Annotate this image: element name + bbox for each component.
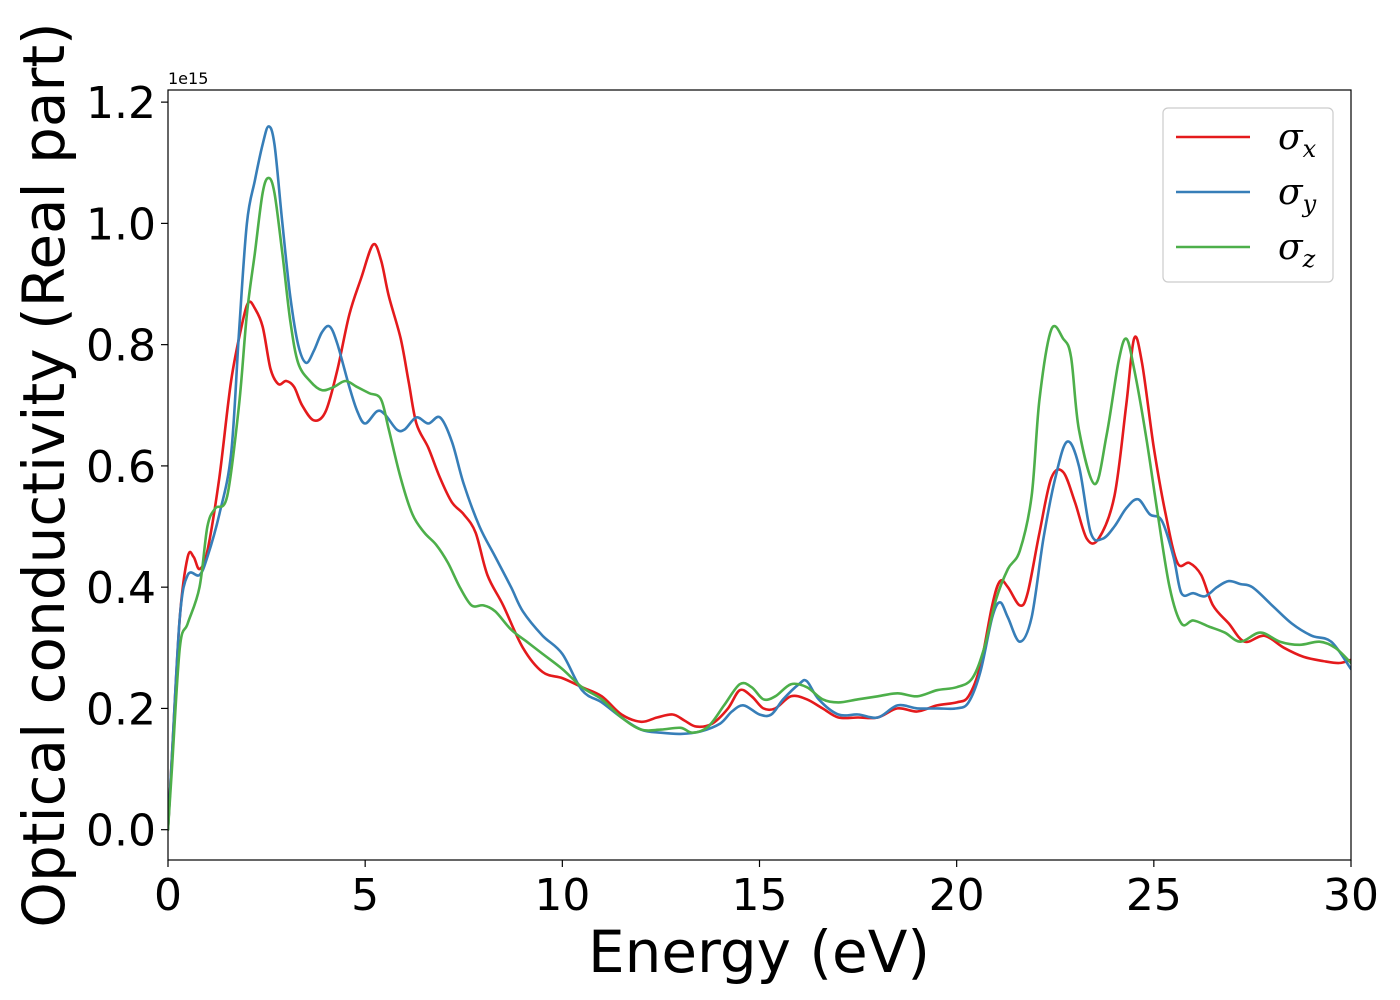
y-tick-label: 1.0 <box>86 199 156 250</box>
x-tick-label: 10 <box>534 870 590 921</box>
legend: σx σy σz <box>1162 107 1334 283</box>
x-tick-label: 25 <box>1126 870 1182 921</box>
series-line-z <box>168 176 1351 831</box>
x-axis-title: Energy (eV) <box>588 918 930 986</box>
y-offset-label: 1e15 <box>168 69 208 88</box>
x-axis: 0 5 10 15 20 25 30 <box>154 860 1379 921</box>
y-axis-title: Optical conductivity (Real part) <box>10 22 78 927</box>
y-tick-label: 0.6 <box>86 442 156 493</box>
x-tick-label: 15 <box>732 870 788 921</box>
y-tick-label: 0.2 <box>86 684 156 735</box>
legend-label-y: σy <box>1278 172 1317 218</box>
x-tick-label: 30 <box>1323 870 1379 921</box>
y-axis: 0.0 0.2 0.4 0.6 0.8 1.0 1.2 <box>86 78 168 857</box>
plot-background <box>168 90 1351 860</box>
series-layer <box>168 125 1351 831</box>
legend-label-x: σx <box>1278 117 1317 163</box>
y-tick-label: 0.4 <box>86 563 156 614</box>
x-tick-label: 5 <box>351 870 379 921</box>
x-tick-label: 0 <box>154 870 182 921</box>
y-tick-label: 0.8 <box>86 321 156 372</box>
x-tick-label: 20 <box>929 870 985 921</box>
legend-box <box>1162 107 1334 283</box>
legend-label-z: σz <box>1278 227 1316 273</box>
y-tick-label: 0.0 <box>86 806 156 857</box>
y-tick-label: 1.2 <box>86 78 156 129</box>
